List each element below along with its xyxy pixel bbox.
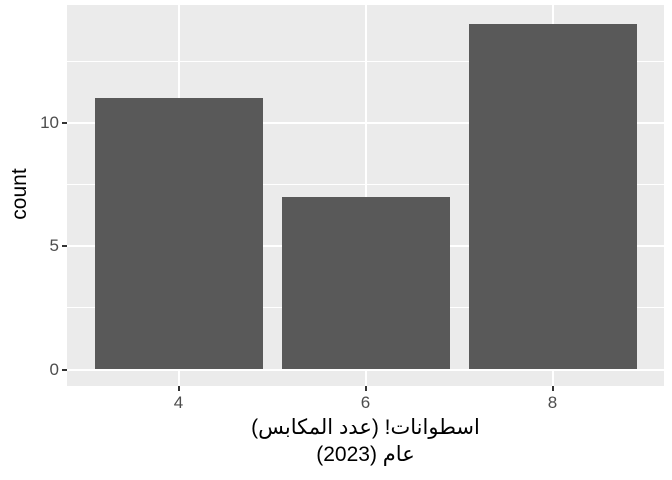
gridline-x-major <box>364 5 367 386</box>
x-tick-label: 8 <box>547 393 558 412</box>
x-tick-mark <box>177 386 180 391</box>
y-tick-label: 5 <box>49 236 59 256</box>
x-tick-label: 4 <box>173 393 184 412</box>
plot-panel <box>67 5 664 386</box>
x-axis-title-line1: اسطوانات! (عدد المكابس) <box>251 416 480 439</box>
y-tick-label: 0 <box>49 359 59 379</box>
y-tick-label: 10 <box>40 113 59 132</box>
y-tick-mark <box>62 245 67 248</box>
y-tick-mark <box>62 122 67 124</box>
x-tick-mark <box>364 386 367 391</box>
x-axis-title: اسطوانات! (عدد المكابس) عام (2023) <box>67 414 664 468</box>
y-tick-mark <box>62 368 67 371</box>
bar-6 <box>281 196 450 370</box>
y-axis-title: count <box>8 168 31 220</box>
x-tick-label: 6 <box>360 393 371 412</box>
x-axis-title-line2: عام (2023) <box>316 443 415 466</box>
bar-8 <box>468 24 637 370</box>
bar-4 <box>94 98 263 370</box>
x-tick-mark <box>551 386 554 391</box>
